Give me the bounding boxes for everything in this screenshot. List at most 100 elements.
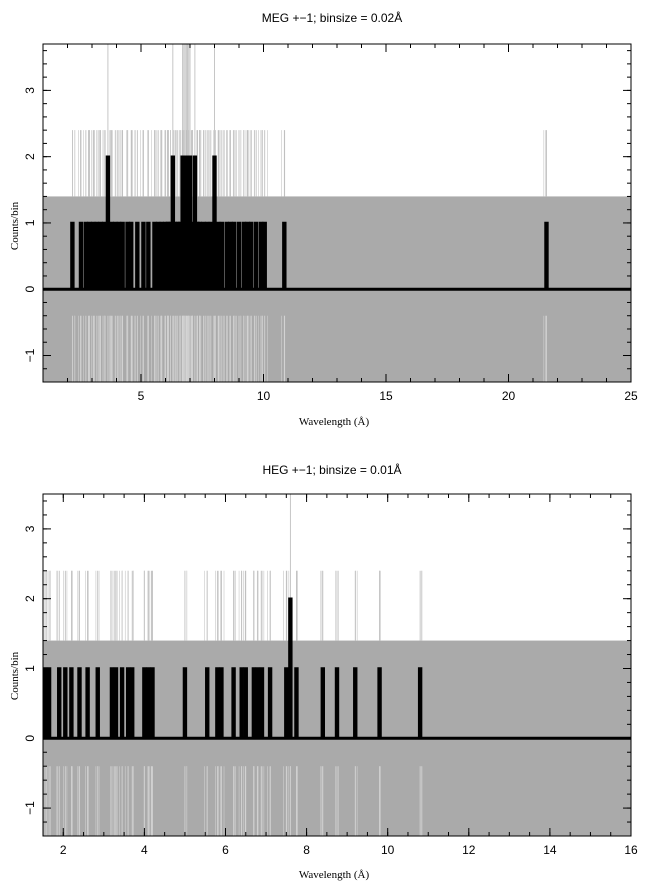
data-spike (152, 221, 157, 290)
data-spike (205, 667, 210, 739)
chart-title: MEG +−1; binsize = 0.02Å (262, 10, 402, 25)
x-axis-label: Wavelength (Å) (299, 869, 370, 881)
data-spike (125, 221, 130, 290)
data-spike (113, 667, 119, 739)
data-spike (245, 221, 250, 290)
data-spike (239, 667, 244, 739)
data-spike (255, 667, 261, 739)
plot-axes: 5 10 15 20 25 −1 0 1 2 3 (23, 43, 638, 403)
y-tick-label: −1 (23, 348, 37, 362)
data-spike (109, 221, 114, 290)
y-tick-label: 3 (23, 87, 37, 94)
data-spike (142, 667, 147, 739)
data-spike (320, 667, 326, 739)
data-spike (85, 667, 90, 739)
data-spike (120, 221, 125, 290)
data-spike (215, 221, 221, 290)
data-spike (155, 221, 161, 290)
data-spike (236, 221, 242, 290)
x-tick-label: 20 (502, 389, 516, 403)
data-spike (94, 221, 100, 290)
data-spike (87, 221, 92, 290)
y-tick-label: 1 (23, 219, 37, 226)
data-spike (544, 221, 549, 290)
data-spike (228, 221, 233, 290)
y-tick-label: 1 (23, 665, 37, 672)
y-axis-label: Counts/bin (9, 651, 21, 700)
data-spike (70, 221, 75, 290)
data-spike (201, 221, 206, 290)
data-spike (215, 667, 220, 739)
data-spike (224, 221, 229, 290)
x-tick-label: 10 (381, 843, 395, 857)
error-bar-lines (42, 494, 423, 836)
data-spike (146, 667, 151, 739)
y-tick-label: 3 (23, 525, 37, 532)
data-spike (208, 221, 214, 290)
x-tick-label: 6 (222, 843, 229, 857)
x-tick-label: 16 (624, 843, 638, 857)
data-spike (253, 221, 259, 290)
data-spike (417, 667, 423, 739)
x-tick-label: 2 (60, 843, 67, 857)
data-spike (282, 221, 287, 290)
y-tick-label: −1 (23, 801, 37, 815)
y-tick-label: 0 (23, 286, 37, 293)
data-spike (125, 667, 131, 739)
data-spike (119, 667, 125, 739)
data-spike (130, 667, 135, 739)
data-spike (353, 667, 358, 739)
data-spike (241, 221, 247, 290)
data-spike (63, 667, 68, 739)
data-spike (57, 667, 62, 739)
x-tick-label: 8 (303, 843, 310, 857)
data-spike (231, 221, 237, 290)
data-spike (159, 221, 165, 290)
x-axis-label: Wavelength (Å) (299, 416, 370, 428)
x-tick-label: 15 (379, 389, 393, 403)
data-spike (231, 667, 236, 739)
data-spike (42, 667, 48, 739)
data-spike (146, 221, 151, 290)
x-tick-label: 4 (141, 843, 148, 857)
heg-panel: HEG +−1; binsize = 0.01Å 2 4 6 8 10 12 14 16−10… (9, 462, 638, 881)
data-spike (69, 667, 74, 739)
x-tick-label: 14 (543, 843, 557, 857)
y-tick-label: 2 (23, 595, 37, 602)
data-spikes (43, 155, 631, 291)
x-tick-label: 25 (624, 389, 638, 403)
data-spike (95, 667, 100, 739)
data-spike (135, 221, 140, 290)
data-spike (77, 667, 82, 739)
data-spike (243, 667, 248, 739)
data-spike (113, 221, 118, 290)
data-spike (377, 667, 382, 739)
data-spike (109, 667, 115, 739)
data-spike (334, 667, 340, 739)
y-tick-label: 2 (23, 153, 37, 160)
data-spike (98, 221, 103, 290)
data-spike (129, 221, 134, 290)
data-spike (204, 221, 210, 290)
data-spike (262, 221, 267, 290)
data-spike (83, 221, 89, 290)
data-spike (102, 221, 107, 290)
data-spike (182, 667, 188, 739)
data-spike (288, 597, 293, 739)
data-spike (141, 221, 146, 290)
data-spike (219, 221, 225, 290)
data-spike (212, 155, 217, 290)
y-tick-label: 0 (23, 735, 37, 742)
data-spike (284, 667, 289, 739)
data-spike (249, 221, 254, 290)
data-spike (105, 155, 111, 290)
data-spike (259, 667, 265, 739)
data-spike (46, 667, 52, 739)
data-spike (197, 221, 202, 290)
data-spike (91, 221, 96, 290)
data-spike (258, 221, 264, 290)
data-spike (116, 221, 122, 290)
data-spike (219, 667, 224, 739)
